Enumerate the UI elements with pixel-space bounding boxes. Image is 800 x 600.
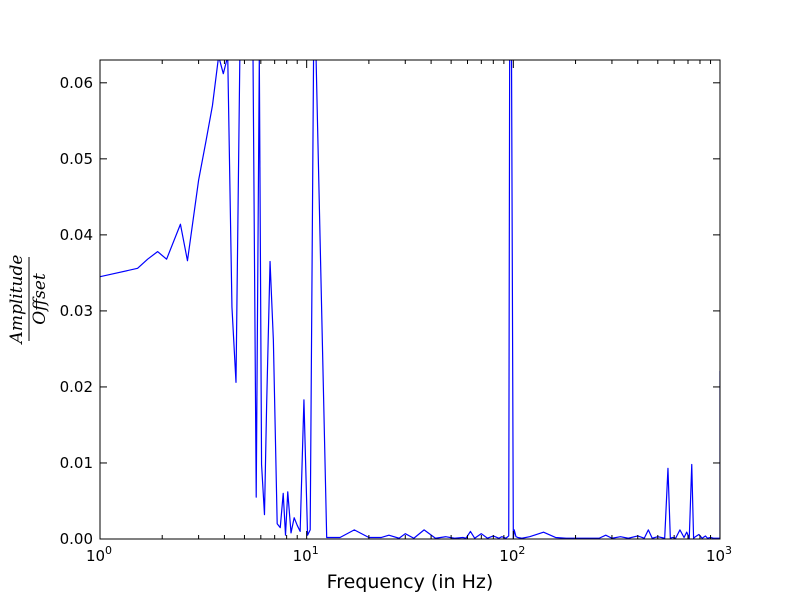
y-tick-label: 0.01 xyxy=(60,454,93,472)
series-line xyxy=(100,60,720,539)
x-tick-label-exponent: 3 xyxy=(725,544,732,557)
x-tick-label-base: 10 xyxy=(86,547,105,565)
plot-frame xyxy=(99,59,721,540)
y-axis-label-numerator: Amplitude xyxy=(7,255,27,346)
y-tick-label: 0.06 xyxy=(60,74,93,92)
plot-background xyxy=(100,60,720,539)
x-tick-label: 101 xyxy=(293,544,319,565)
y-tick-label: 0.02 xyxy=(60,378,93,396)
x-tick-label-exponent: 1 xyxy=(312,544,319,557)
x-tick-label-exponent: 0 xyxy=(105,544,112,557)
x-tick-label-base: 10 xyxy=(499,547,518,565)
x-tick-label: 102 xyxy=(499,544,525,565)
x-axis-label: Frequency (in Hz) xyxy=(327,571,494,593)
y-tick-label: 0.00 xyxy=(60,530,93,548)
x-tick-label-base: 10 xyxy=(706,547,725,565)
y-tick-label: 0.03 xyxy=(60,302,93,320)
x-tick-label-exponent: 2 xyxy=(518,544,525,557)
y-tick-label: 0.04 xyxy=(60,226,93,244)
y-axis-label: Amplitude Offset xyxy=(7,255,50,346)
y-tick-label: 0.05 xyxy=(60,150,93,168)
x-tick-label-base: 10 xyxy=(293,547,312,565)
x-tick-label: 100 xyxy=(86,544,112,565)
x-tick-label: 103 xyxy=(706,544,732,565)
y-axis-label-denominator: Offset xyxy=(30,273,50,325)
